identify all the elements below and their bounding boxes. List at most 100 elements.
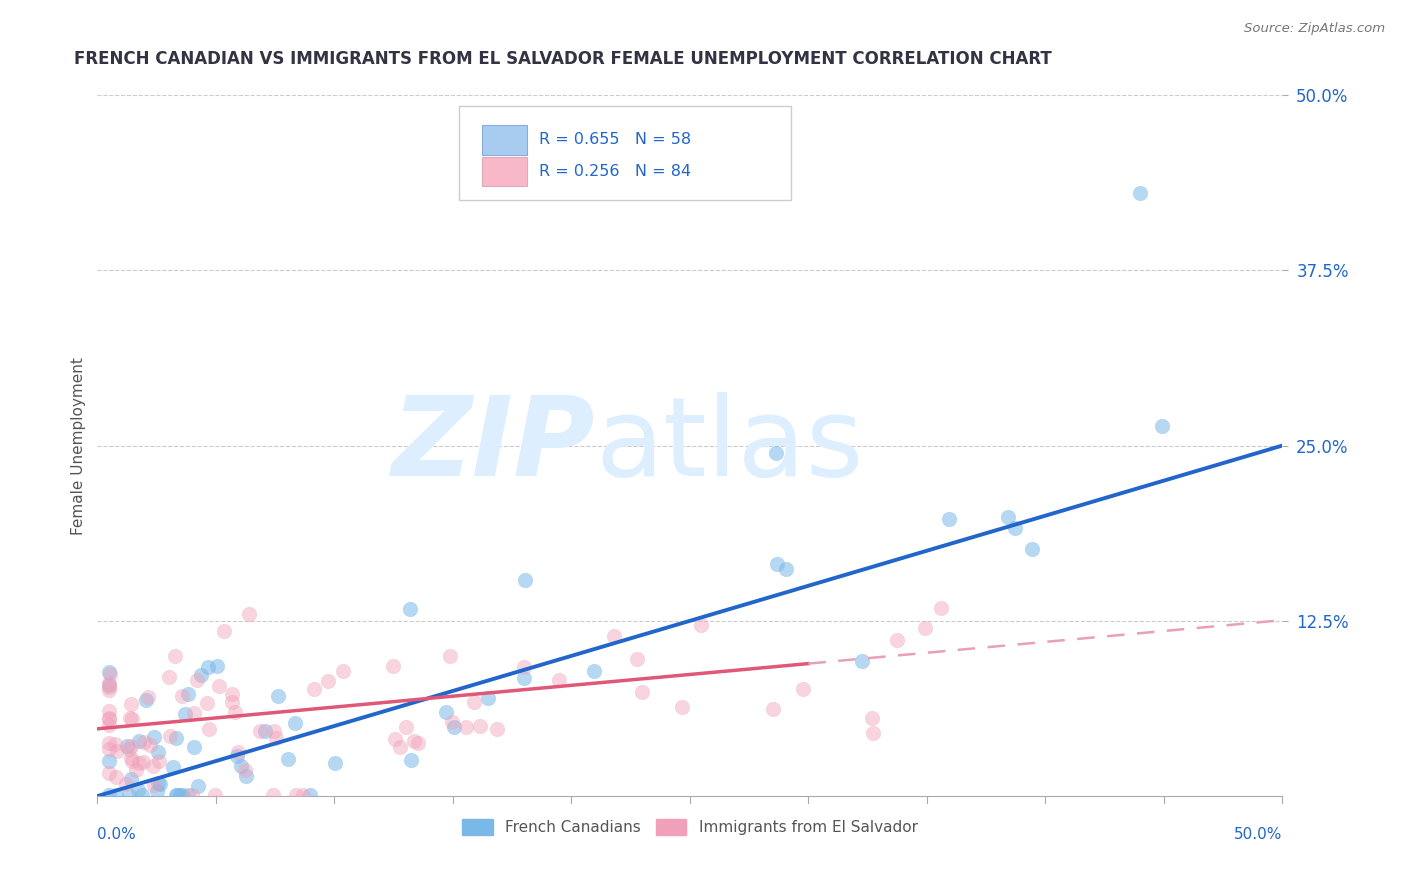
Point [548, 673, 571, 687]
Point [135, 692, 157, 706]
Point [98, 766, 121, 780]
Point [582, 664, 605, 678]
Point [439, 649, 461, 664]
Point [277, 751, 299, 765]
Point [226, 748, 249, 763]
Point [208, 679, 231, 693]
Point [132, 734, 155, 748]
Point [159, 730, 181, 744]
Point [914, 621, 936, 635]
Point [127, 783, 149, 797]
Point [389, 739, 412, 754]
Point [399, 601, 422, 615]
Point [267, 690, 290, 704]
Point [165, 788, 187, 802]
Text: 0.0%: 0.0% [97, 827, 136, 842]
Point [997, 510, 1019, 524]
Point [98, 710, 121, 724]
Point [121, 772, 143, 786]
Point [131, 788, 153, 802]
Point [146, 776, 169, 790]
Point [938, 512, 960, 526]
FancyBboxPatch shape [482, 125, 527, 154]
Text: R = 0.256   N = 84: R = 0.256 N = 84 [540, 164, 692, 179]
Point [762, 702, 785, 716]
Point [235, 768, 257, 782]
Point [174, 706, 197, 721]
Point [145, 784, 167, 798]
Point [142, 758, 165, 772]
Point [231, 758, 253, 772]
Point [115, 739, 138, 753]
Point [117, 788, 139, 802]
Point [463, 695, 485, 709]
Point [197, 660, 219, 674]
Y-axis label: Female Unemployment: Female Unemployment [72, 357, 86, 534]
Point [98, 704, 121, 718]
Point [434, 705, 457, 719]
Point [468, 719, 491, 733]
Point [1004, 521, 1026, 535]
Point [98, 680, 121, 694]
Point [332, 664, 354, 678]
Point [262, 788, 284, 802]
Point [170, 690, 193, 704]
Point [382, 658, 405, 673]
Point [165, 731, 187, 746]
Point [125, 763, 148, 777]
Point [132, 756, 155, 770]
FancyBboxPatch shape [458, 105, 790, 200]
Point [690, 617, 713, 632]
Point [443, 720, 465, 734]
Point [190, 667, 212, 681]
Point [221, 695, 243, 709]
Point [631, 685, 654, 699]
Point [399, 753, 422, 767]
Point [238, 607, 260, 621]
Point [477, 691, 499, 706]
FancyBboxPatch shape [482, 157, 527, 186]
Point [766, 558, 789, 572]
Point [395, 720, 418, 734]
Point [104, 788, 127, 802]
Point [180, 788, 202, 802]
Point [98, 754, 121, 768]
Point [176, 687, 198, 701]
Point [146, 745, 169, 759]
Point [513, 573, 536, 587]
Text: ZIP: ZIP [391, 392, 595, 500]
Point [187, 779, 209, 793]
Point [128, 756, 150, 770]
Point [105, 744, 128, 758]
Point [775, 562, 797, 576]
Point [1150, 419, 1173, 434]
Point [456, 720, 478, 734]
Point [304, 682, 326, 697]
Text: atlas: atlas [595, 392, 863, 500]
Legend: French Canadians, Immigrants from El Salvador: French Canadians, Immigrants from El Sal… [456, 813, 924, 841]
Point [98, 788, 121, 802]
Point [120, 697, 142, 711]
Point [128, 734, 150, 748]
Point [169, 788, 191, 802]
Point [121, 713, 143, 727]
Point [886, 633, 908, 648]
Point [221, 687, 243, 701]
Point [163, 649, 186, 664]
Point [143, 730, 166, 744]
Point [284, 788, 307, 802]
Point [177, 788, 200, 802]
Point [98, 676, 121, 690]
Point [98, 667, 121, 681]
Point [149, 777, 172, 791]
Point [263, 724, 285, 739]
Point [121, 754, 143, 768]
Point [98, 736, 121, 750]
Point [226, 746, 249, 760]
Point [1129, 186, 1152, 201]
Point [284, 715, 307, 730]
Text: FRENCH CANADIAN VS IMMIGRANTS FROM EL SALVADOR FEMALE UNEMPLOYMENT CORRELATION C: FRENCH CANADIAN VS IMMIGRANTS FROM EL SA… [73, 50, 1052, 69]
Point [195, 696, 218, 710]
Point [104, 737, 127, 751]
Point [104, 770, 127, 784]
